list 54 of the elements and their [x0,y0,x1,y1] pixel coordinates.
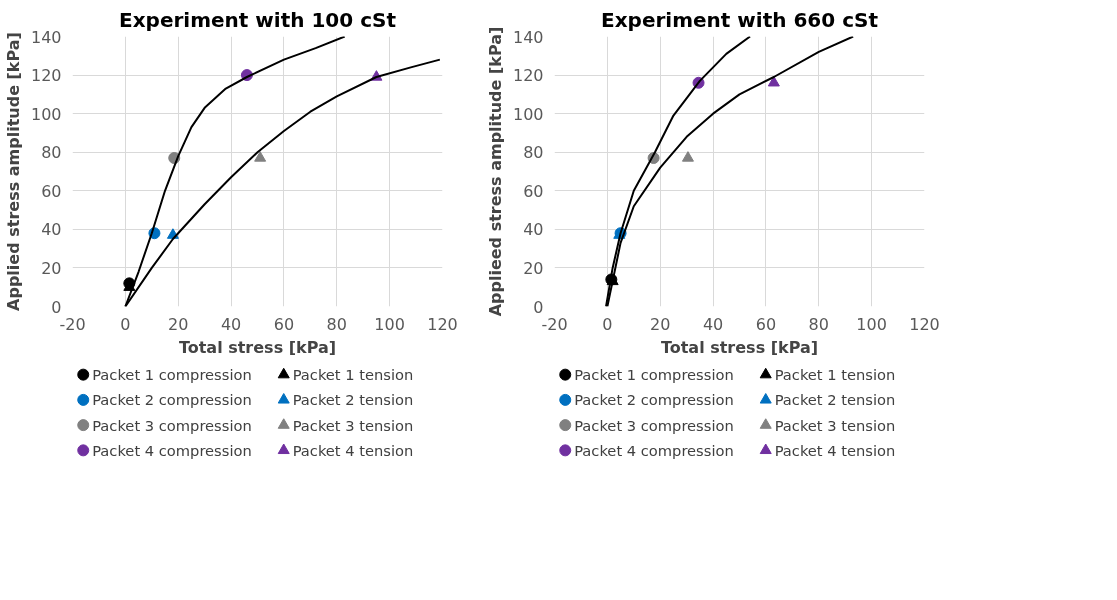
y-axis-title: Applied stress amplitude [kPa] [3,32,23,311]
y-tick-label: 40 [41,220,62,240]
x-tick-label: 60 [273,314,295,334]
y-tick-label: 60 [523,181,544,201]
legend-label: Packet 3 compression [574,416,734,434]
legend-label: Packet 1 tension [292,366,414,384]
x-tick-label: 0 [602,314,613,334]
x-axis-title: Total stress [kPa] [178,337,337,357]
y-axis-title: Applieed stress amplitude [kPa] [485,26,505,317]
legend-label: Packet 1 tension [774,366,896,384]
x-tick-label: 60 [755,314,777,334]
x-tick-label: 80 [326,314,347,334]
legend-label: Packet 4 compression [92,441,252,459]
legend-label: Packet 3 compression [92,416,252,434]
legend-label: Packet 2 tension [292,391,414,409]
legend-label: Packet 4 tension [774,441,896,459]
y-tick-label: 120 [512,66,544,86]
legend-label: Packet 1 compression [92,366,252,384]
legend-label: Packet 2 compression [92,391,252,409]
y-tick-label: 80 [41,143,62,163]
y-tick-label: 40 [523,220,544,240]
legend-label: Packet 2 tension [774,391,896,409]
legend-label: Packet 3 tension [774,416,896,434]
x-tick-label: 120 [909,314,940,334]
y-tick-label: 120 [30,66,62,86]
y-tick-label: 20 [523,258,544,278]
y-tick-label: 0 [51,297,62,317]
legend-label: Packet 4 compression [574,441,734,459]
y-tick-label: 80 [523,143,544,163]
y-tick-label: 0 [533,297,544,317]
x-tick-label: 40 [702,314,724,334]
x-tick-label: 100 [856,314,887,334]
y-tick-label: 140 [30,27,62,47]
legend-label: Packet 1 compression [574,366,734,384]
x-tick-label: 20 [168,314,189,334]
legend-label: Packet 4 tension [292,441,414,459]
legend-label: Packet 2 compression [574,391,734,409]
x-axis-title: Total stress [kPa] [660,337,819,357]
x-tick-label: 40 [220,314,242,334]
y-tick-label: 100 [30,104,62,124]
y-tick-label: 60 [41,181,62,201]
x-tick-label: -20 [59,314,86,334]
x-tick-label: 80 [808,314,829,334]
legend-label: Packet 3 tension [292,416,414,434]
x-tick-label: 120 [427,314,458,334]
y-tick-label: 100 [512,104,544,124]
y-tick-label: 20 [41,258,62,278]
chart-title: Experiment with 660 cSt [601,7,879,32]
x-tick-label: 20 [650,314,671,334]
chart-title: Experiment with 100 cSt [119,7,397,32]
x-tick-label: 100 [374,314,405,334]
y-tick-label: 140 [512,27,544,47]
x-tick-label: 0 [120,314,131,334]
x-tick-label: -20 [541,314,568,334]
